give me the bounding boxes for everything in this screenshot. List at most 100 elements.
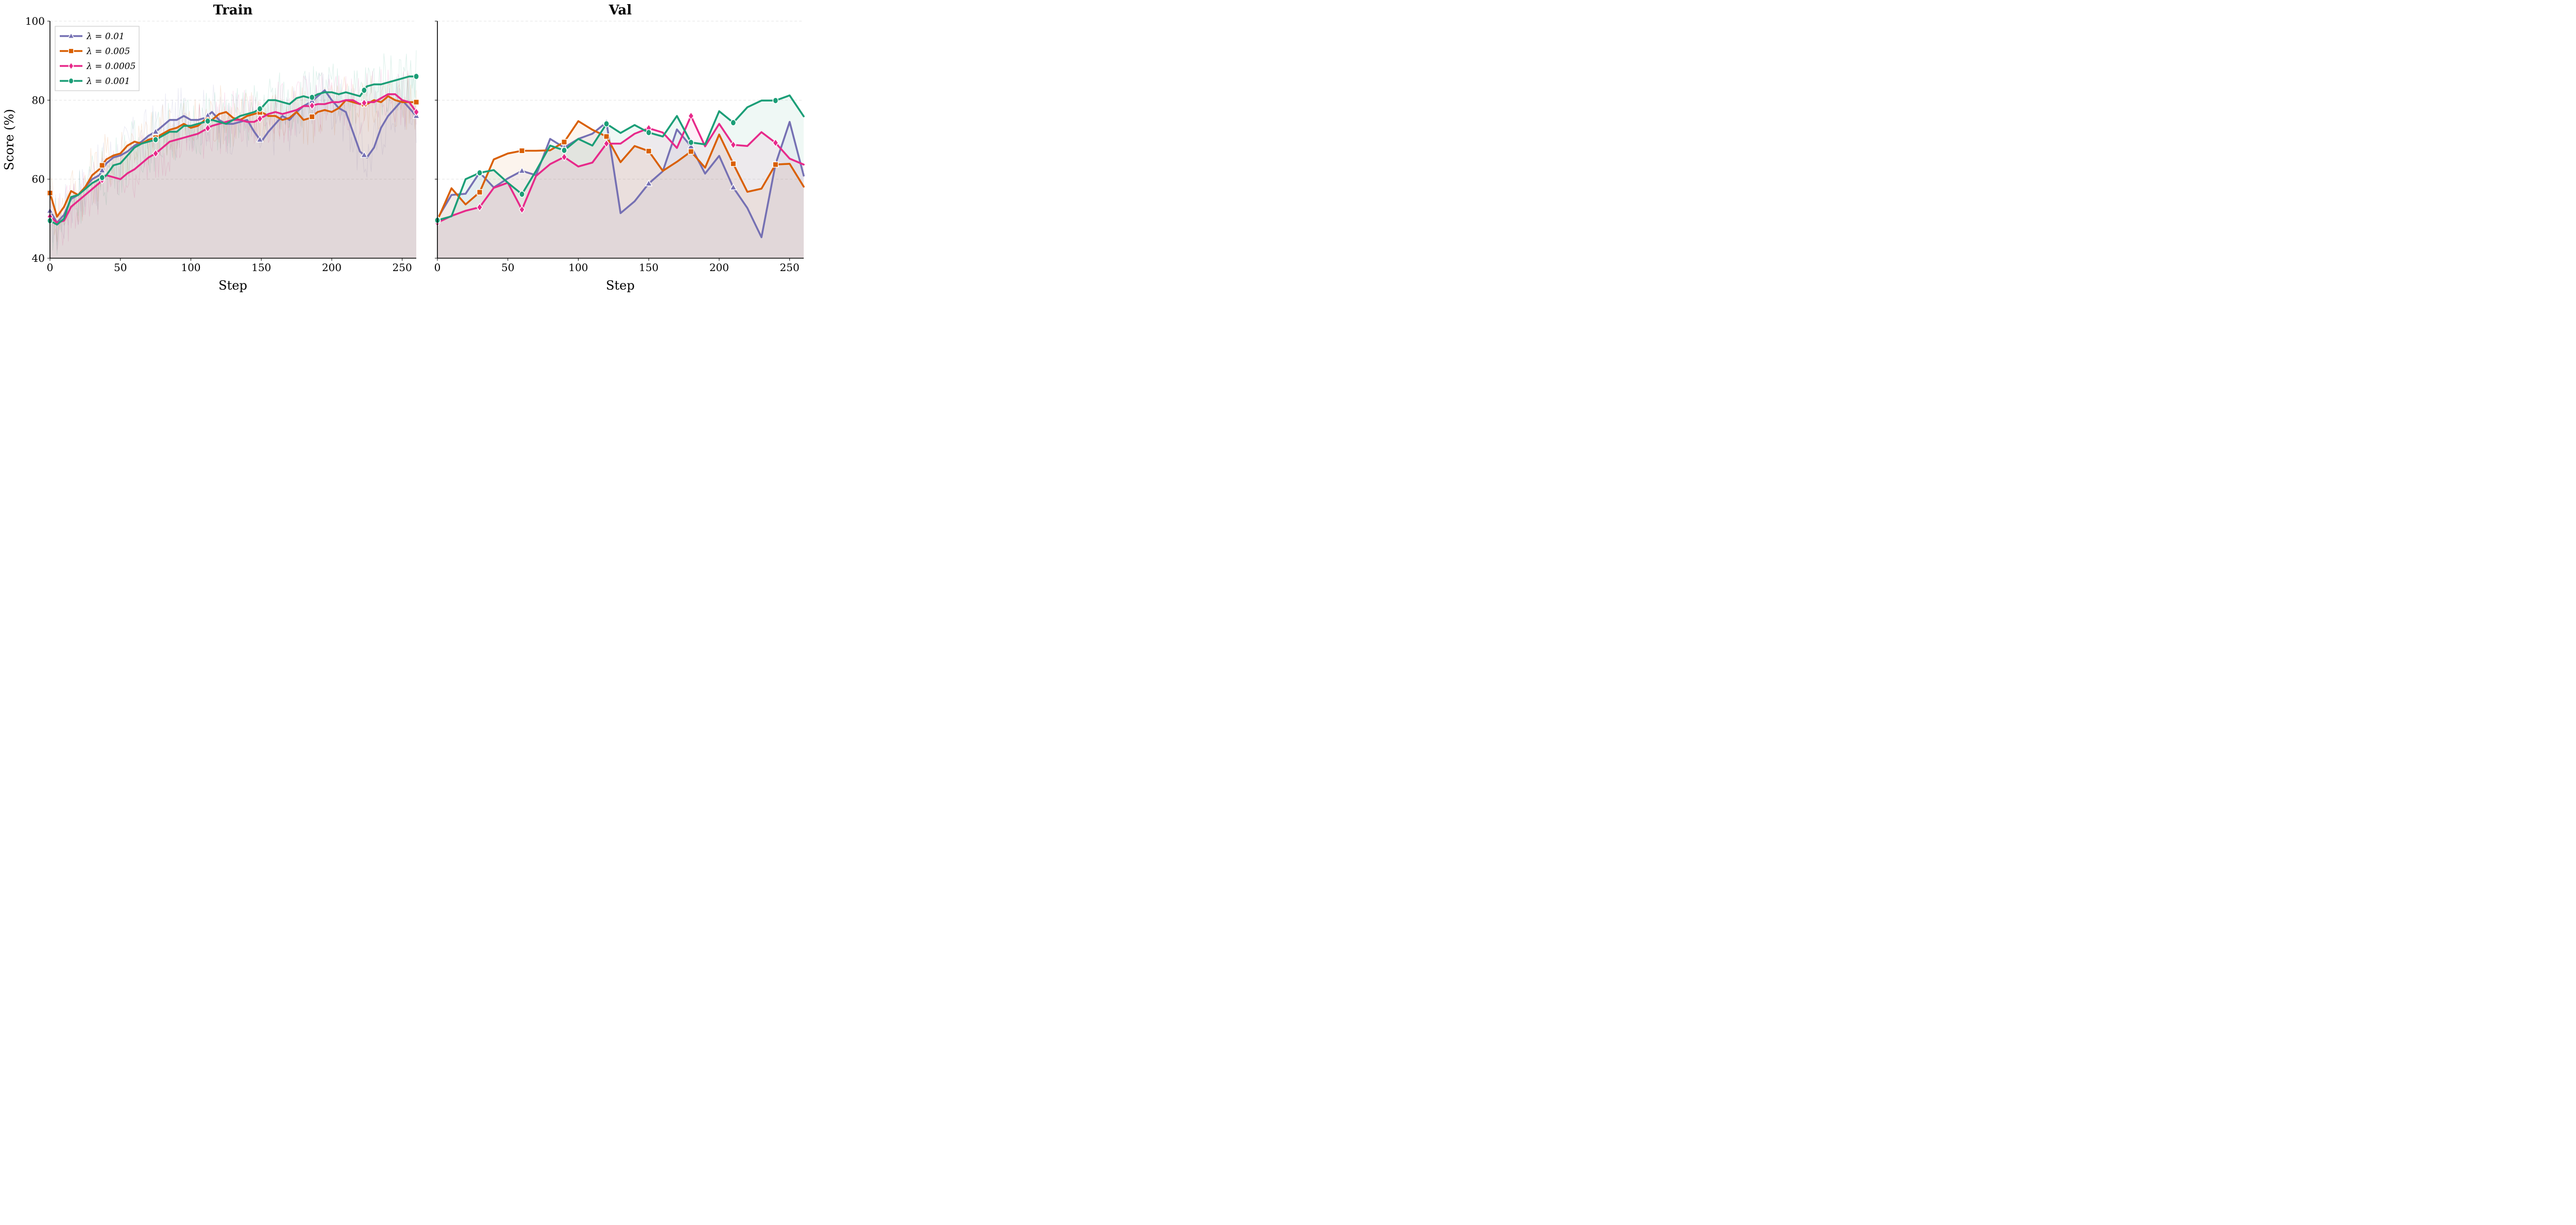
raw-trace [49, 72, 417, 246]
circle-marker-icon [519, 191, 525, 198]
circle-marker-icon [477, 169, 483, 176]
diamond-marker-icon [519, 205, 526, 214]
train-title: Train [213, 3, 253, 18]
square-marker-icon [730, 160, 737, 167]
legend-label: λ = 0.005 [86, 46, 130, 57]
series-line [49, 75, 417, 226]
x-tick-label: 150 [251, 261, 271, 274]
circle-marker-icon [152, 136, 159, 143]
diamond-marker-icon [413, 107, 420, 116]
x-tick-label: 100 [568, 261, 588, 274]
circle-marker-icon [309, 94, 315, 101]
triangle-marker-icon [729, 183, 737, 191]
series-line [436, 94, 805, 222]
square-marker-icon [477, 189, 483, 195]
train-fills [50, 76, 416, 259]
y-tick-label: 40 [32, 252, 45, 264]
val-title: Val [608, 3, 632, 18]
series-line [49, 89, 417, 224]
x-tick-label: 100 [181, 261, 200, 274]
diamond-marker-icon [772, 138, 779, 147]
diamond-marker-icon [688, 111, 694, 121]
circle-marker-icon [361, 87, 367, 94]
triangle-marker-icon [645, 179, 653, 187]
train-grid [50, 21, 416, 180]
diamond-marker-icon [152, 149, 159, 158]
circle-marker-icon [730, 119, 737, 126]
train-axes: 0 50 100 150 200 250 40 60 80 100 [25, 15, 416, 274]
square-marker-icon [603, 133, 610, 140]
diamond-marker-icon [205, 124, 211, 133]
train-panel: Train 0 50 100 150 200 250 40 60 80 100 Step Scor… [2, 3, 420, 293]
x-tick-label: 150 [639, 261, 658, 274]
series-line [436, 121, 805, 239]
train-x-axis-label: Step [218, 278, 247, 293]
x-tick-label: 200 [709, 261, 729, 274]
x-tick-label: 250 [780, 261, 800, 274]
circle-marker-icon [561, 147, 567, 154]
legend-item: λ = 0.01 [60, 31, 125, 42]
diamond-marker-icon [476, 203, 483, 212]
legend-item: λ = 0.001 [60, 76, 130, 87]
diamond-marker-icon [309, 101, 315, 110]
x-tick-label: 0 [47, 261, 54, 274]
x-tick-label: 200 [322, 261, 342, 274]
triangle-marker-icon [98, 166, 106, 174]
series-fill [50, 94, 416, 259]
train-lines [49, 75, 417, 226]
val-panel: Val 0 50 100 150 200 250 Step [433, 3, 805, 293]
circle-marker-icon [205, 118, 211, 125]
legend-item: λ = 0.0005 [60, 61, 135, 72]
y-tick-label: 100 [25, 15, 45, 27]
circle-marker-icon [646, 129, 652, 136]
x-tick-label: 50 [114, 261, 127, 274]
series-fill [50, 90, 416, 258]
circle-marker-icon [68, 77, 74, 85]
square-marker-icon [413, 99, 419, 106]
raw-trace [49, 50, 417, 255]
circle-marker-icon [257, 105, 263, 112]
square-marker-icon [646, 148, 652, 155]
series-fill [437, 121, 804, 258]
square-marker-icon [99, 162, 106, 169]
figure: Train 0 50 100 150 200 250 40 60 80 100 Step Scor… [2, 3, 805, 293]
val-grid [437, 21, 804, 180]
x-tick-label: 250 [393, 261, 412, 274]
y-tick-label: 80 [32, 94, 45, 106]
y-axis-label: Score (%) [2, 109, 16, 170]
val-x-axis-label: Step [606, 278, 635, 293]
triangle-marker-icon [67, 32, 75, 39]
square-marker-icon [772, 161, 779, 168]
square-marker-icon [68, 48, 74, 54]
x-tick-label: 50 [501, 261, 514, 274]
square-marker-icon [688, 148, 694, 155]
square-marker-icon [309, 113, 315, 120]
triangle-marker-icon [151, 127, 160, 135]
diamond-marker-icon [730, 140, 737, 149]
series-line [49, 95, 417, 218]
diamond-marker-icon [561, 153, 568, 162]
series-line [436, 120, 805, 222]
legend-label: λ = 0.0005 [86, 61, 135, 72]
val-lines [436, 94, 805, 239]
circle-marker-icon [688, 139, 694, 146]
triangle-marker-icon [518, 166, 526, 174]
square-marker-icon [519, 147, 525, 154]
legend-label: λ = 0.01 [86, 31, 125, 42]
diamond-marker-icon [603, 139, 610, 148]
val-fills [437, 95, 804, 258]
circle-marker-icon [772, 97, 779, 104]
triangle-marker-icon [256, 136, 264, 143]
diamond-marker-icon [361, 98, 367, 108]
series-fill [50, 96, 416, 258]
legend-item: λ = 0.005 [60, 46, 130, 57]
train-markers [46, 73, 420, 224]
series-fill [437, 122, 804, 258]
series-fill [437, 95, 804, 258]
series-fill [50, 76, 416, 259]
diamond-marker-icon [257, 114, 263, 123]
circle-marker-icon [413, 73, 419, 80]
circle-marker-icon [603, 120, 609, 127]
circle-marker-icon [99, 174, 105, 181]
series-line [436, 115, 805, 224]
